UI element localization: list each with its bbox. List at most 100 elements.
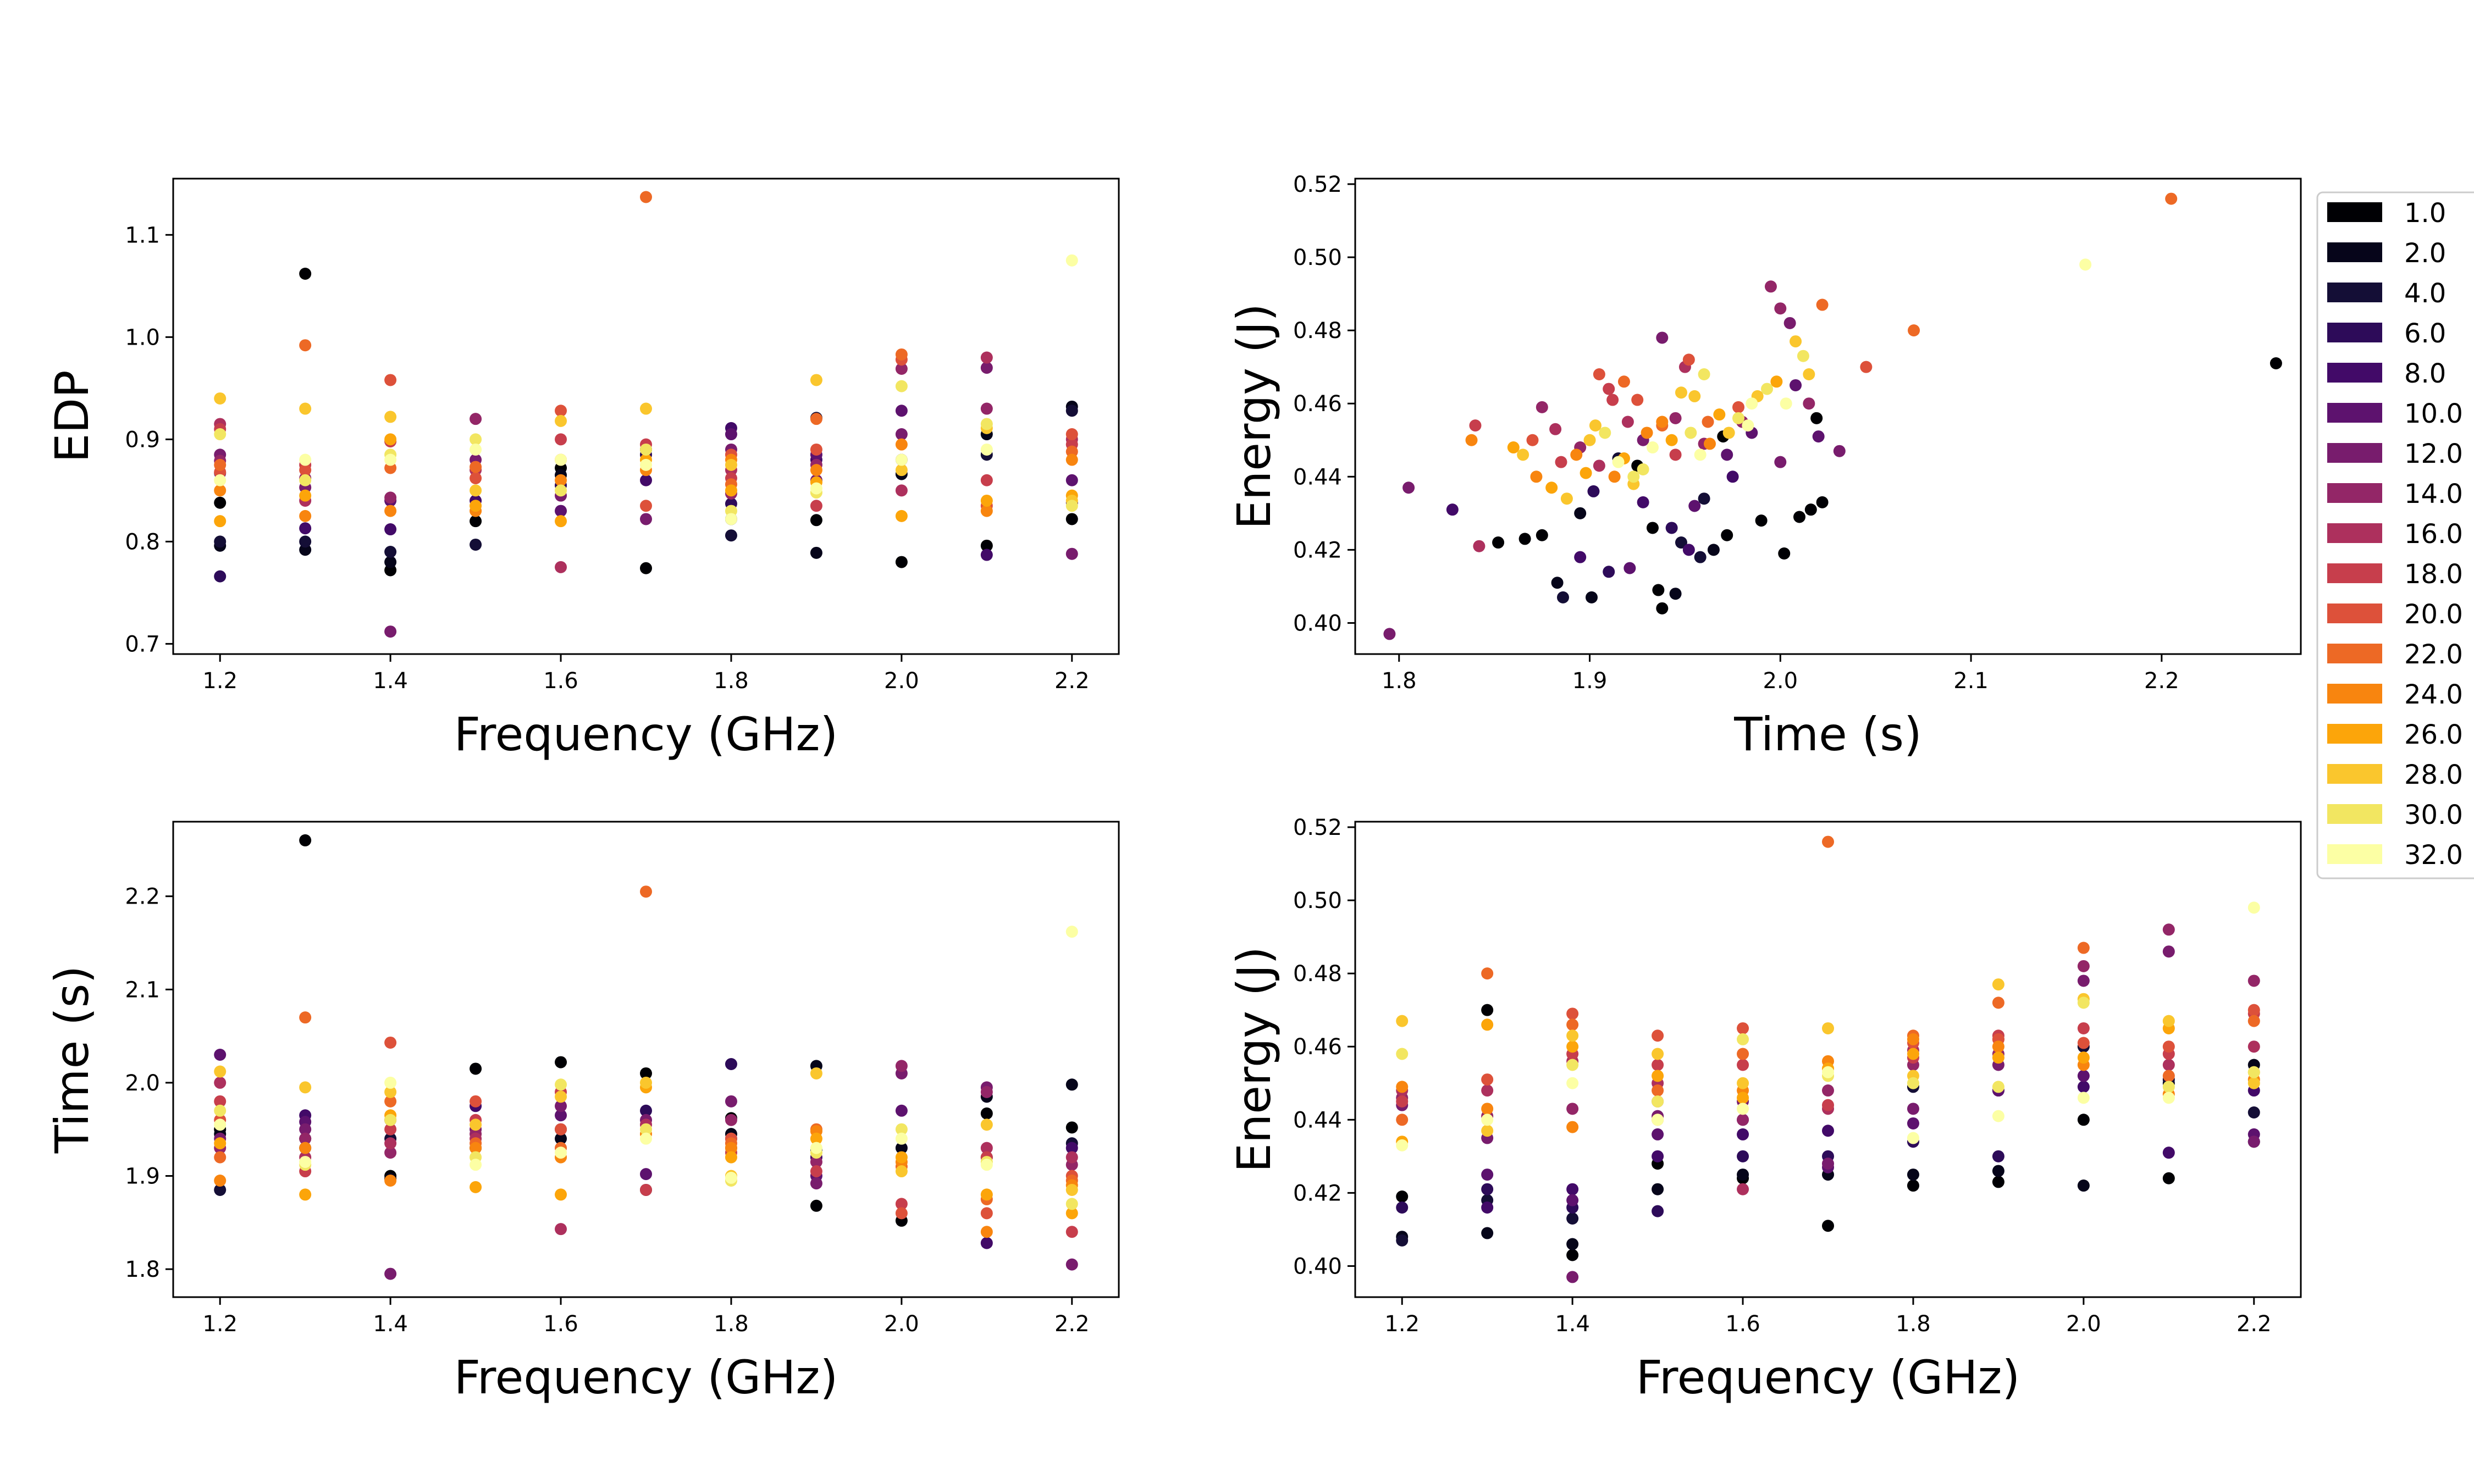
data-point (214, 1137, 227, 1150)
data-point (1469, 419, 1482, 432)
data-point (2162, 923, 2175, 936)
x-tick-label: 1.2 (1384, 1311, 1420, 1337)
data-point (299, 474, 312, 486)
data-point (1065, 1183, 1078, 1196)
data-point (1746, 397, 1758, 410)
data-point (810, 482, 822, 495)
data-point (1065, 1207, 1078, 1220)
data-point (384, 1086, 397, 1098)
x-axis-label: Frequency (GHz) (454, 1350, 838, 1404)
axis-ticks: 1.2 1.4 1.6 1.8 2.0 2.2 1.8 1.9 2.0 2.1 2.2 (125, 884, 1089, 1337)
data-point (810, 443, 822, 456)
data-point (640, 562, 652, 574)
data-point (214, 1065, 227, 1078)
data-point (555, 515, 567, 528)
data-point (1770, 375, 1783, 388)
x-tick-label: 1.9 (1572, 668, 1608, 694)
data-point (555, 1188, 567, 1201)
y-tick-label: 0.40 (1293, 611, 1342, 636)
data-point (384, 1114, 397, 1126)
data-point (555, 1109, 567, 1122)
data-point (1481, 1103, 1494, 1115)
data-point (1536, 529, 1548, 541)
data-point (2077, 1051, 2090, 1064)
y-tick-label: 1.1 (125, 223, 160, 248)
data-point (1737, 1150, 1749, 1162)
data-point (1481, 1125, 1494, 1137)
data-point (810, 1199, 822, 1212)
legend-swatch (2327, 283, 2382, 302)
data-point (555, 1223, 567, 1236)
data-point (1707, 544, 1720, 556)
data-point (470, 538, 482, 551)
data-point (1481, 1073, 1494, 1086)
data-point (555, 1123, 567, 1136)
y-tick-label: 0.40 (1293, 1254, 1342, 1279)
data-point (470, 484, 482, 497)
plot-frame (172, 178, 1120, 655)
data-point (1992, 1150, 2004, 1162)
data-point (810, 1156, 822, 1169)
data-point (1992, 1081, 2004, 1093)
data-point (1822, 1084, 1834, 1097)
data-point (1737, 1059, 1749, 1071)
data-point (810, 374, 822, 386)
data-point (384, 625, 397, 638)
y-tick-label: 0.7 (125, 632, 160, 657)
x-tick-label: 1.4 (373, 1311, 408, 1337)
legend-label: 6.0 (2404, 318, 2446, 349)
data-point (1685, 427, 1697, 439)
data-point (1907, 1077, 1919, 1089)
data-point (1473, 540, 1485, 552)
data-point (1721, 448, 1733, 461)
data-point (1612, 456, 1625, 468)
legend-label: 22.0 (2404, 639, 2463, 670)
data-point (555, 484, 567, 497)
data-point (895, 428, 908, 441)
data-point (1822, 835, 1834, 848)
y-tick-label: 0.52 (1293, 815, 1342, 840)
data-point (1536, 401, 1548, 413)
data-point (1587, 485, 1600, 497)
data-point (895, 1151, 908, 1164)
plot-frame (1354, 821, 2302, 1298)
data-point (1822, 1220, 1834, 1232)
data-point (1402, 481, 1415, 494)
data-point (1566, 1238, 1579, 1250)
data-point (1566, 1194, 1579, 1206)
data-point (1549, 423, 1562, 435)
data-point (470, 413, 482, 425)
data-point (1589, 419, 1602, 432)
data-point (1722, 427, 1735, 439)
data-point (725, 1057, 737, 1070)
data-point (1396, 1015, 1409, 1027)
data-point (1545, 481, 1558, 494)
data-point (1637, 463, 1649, 475)
data-point (895, 1060, 908, 1072)
data-point (384, 556, 397, 568)
data-point (1065, 1078, 1078, 1091)
data-point (555, 1100, 567, 1112)
legend-label: 20.0 (2404, 599, 2463, 630)
data-point (1694, 551, 1707, 563)
data-point (895, 438, 908, 451)
data-point (470, 1142, 482, 1154)
energy-vs-frequency-plot: 1.2 1.4 1.6 1.8 2.0 2.2 0.40 0.42 0.44 0.46 0.48 0.… (1227, 815, 2302, 1404)
data-point (1669, 588, 1682, 600)
legend-label: 1.0 (2404, 198, 2446, 229)
data-point (895, 348, 908, 361)
data-point (214, 1076, 227, 1089)
x-axis-label: Frequency (GHz) (1636, 1350, 2020, 1404)
data-point (1774, 302, 1787, 315)
data-point (1804, 503, 1817, 516)
data-point (384, 491, 397, 504)
data-point (810, 1142, 822, 1154)
data-point (980, 1159, 993, 1171)
data-point (1721, 529, 1733, 541)
data-point (555, 414, 567, 427)
data-point (1656, 331, 1669, 344)
data-point (214, 1118, 227, 1131)
data-point (980, 539, 993, 552)
data-point (1637, 496, 1649, 508)
